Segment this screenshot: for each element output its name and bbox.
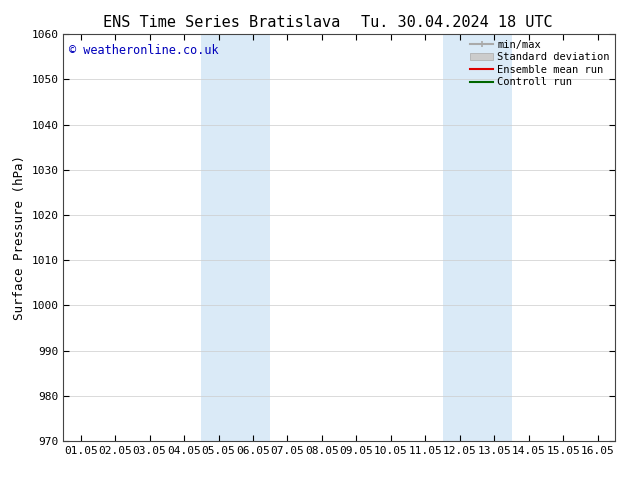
Text: ENS Time Series Bratislava: ENS Time Series Bratislava [103, 15, 340, 30]
Text: Tu. 30.04.2024 18 UTC: Tu. 30.04.2024 18 UTC [361, 15, 552, 30]
Text: © weatheronline.co.uk: © weatheronline.co.uk [69, 45, 219, 57]
Legend: min/max, Standard deviation, Ensemble mean run, Controll run: min/max, Standard deviation, Ensemble me… [470, 40, 610, 87]
Y-axis label: Surface Pressure (hPa): Surface Pressure (hPa) [13, 155, 26, 320]
Bar [202, 34, 270, 441]
Bar [443, 34, 512, 441]
